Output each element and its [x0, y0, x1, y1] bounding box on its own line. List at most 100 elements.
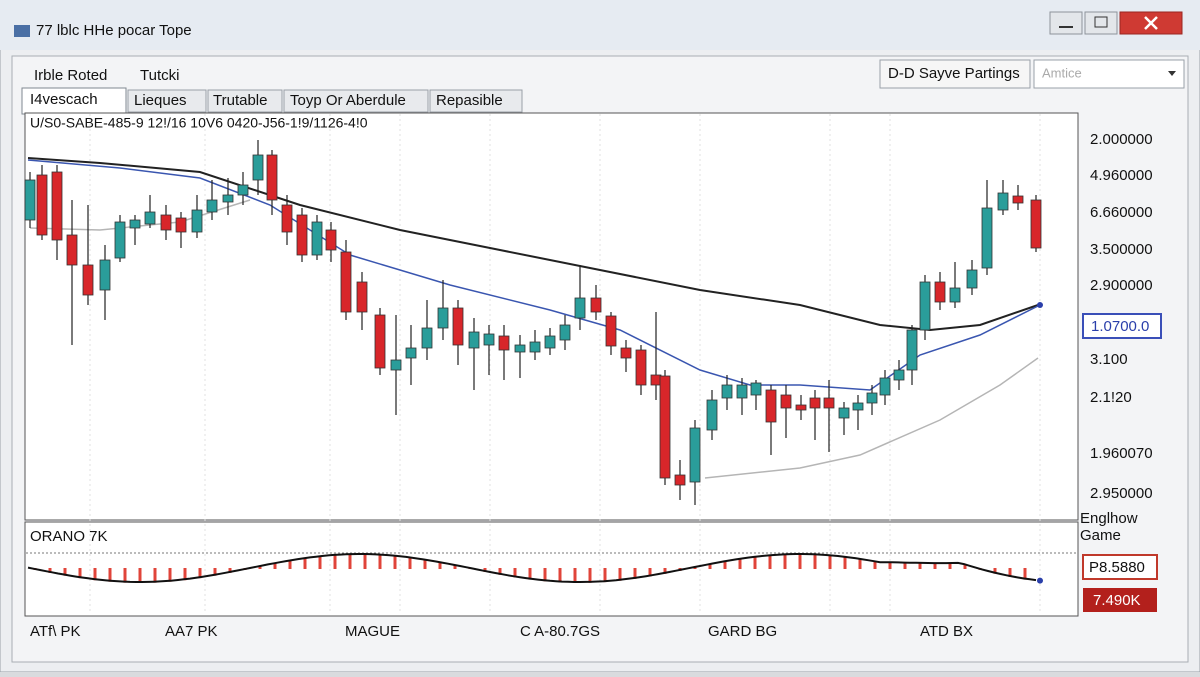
price-label: 2.000000	[1090, 131, 1153, 148]
tab-label: Lieques	[134, 92, 187, 109]
candle-body	[706, 399, 718, 431]
indicator-bar	[228, 568, 232, 573]
combo-text: Amtice	[1042, 65, 1082, 80]
chart-header: U/S0-SABE-485-9 12!/16 10V6 0420-J56-1!9…	[30, 115, 368, 131]
candle-body	[852, 402, 864, 411]
candle-body	[605, 315, 617, 347]
indicator-bar	[123, 568, 127, 583]
minimize-button[interactable]	[1049, 11, 1083, 35]
indicator-bar	[558, 568, 562, 583]
candle-body	[780, 394, 792, 409]
time-label: AA7 PK	[165, 623, 218, 640]
price-label: 4.960000	[1090, 167, 1153, 184]
oscillator-line	[27, 553, 1037, 583]
indicator-bar	[273, 563, 277, 569]
indicator-bar	[888, 562, 892, 569]
time-label: MAGUE	[345, 623, 400, 640]
candle-body	[405, 347, 417, 359]
indicator-bar	[528, 568, 532, 580]
indicator-bar	[663, 568, 667, 574]
price-label: 2.1!20	[1090, 389, 1132, 406]
toolbar-label-box	[879, 59, 1031, 89]
candle-body	[483, 333, 495, 346]
indicator-bar	[393, 555, 397, 569]
candle-body	[421, 327, 433, 349]
candle-body	[823, 397, 835, 409]
indicator-bar	[753, 556, 757, 569]
indicator-bar	[903, 562, 907, 569]
tab[interactable]	[429, 89, 523, 113]
candle-body	[340, 251, 352, 313]
price-highlight: 1.0700.0	[1091, 318, 1149, 335]
candle-body	[191, 209, 203, 233]
indicator-bar	[288, 560, 292, 569]
candle-body	[750, 382, 762, 396]
indicator-bar	[153, 568, 157, 583]
menu-item[interactable]: Irble Roted	[34, 67, 107, 84]
indicator-bar	[48, 568, 52, 573]
candle-body	[721, 384, 733, 399]
tab[interactable]	[283, 89, 429, 113]
price-label: 6.660000	[1090, 204, 1153, 221]
candle-body	[934, 281, 946, 303]
candle-body	[1012, 195, 1024, 204]
indicator-bar	[108, 568, 112, 582]
tab-label: Toyp Or Aberdule	[290, 92, 406, 109]
price-label: 3.100	[1090, 351, 1128, 368]
indicator-bar	[63, 568, 67, 576]
indicator-bar	[378, 554, 382, 569]
indicator-bar	[858, 558, 862, 569]
indicator-bar	[198, 568, 202, 579]
indicator-bar	[573, 568, 577, 583]
indicator-bar	[438, 562, 442, 569]
candle-body	[144, 211, 156, 225]
indicator-bar	[633, 568, 637, 579]
time-label: GARD BG	[708, 623, 777, 640]
candle-body	[36, 174, 48, 236]
indicator-bar	[783, 554, 787, 569]
title-bar	[0, 0, 1200, 50]
tab-strip: I4vescach Lieques Trutable Toyp Or Aberd…	[21, 87, 523, 115]
candle-body	[906, 329, 918, 371]
maximize-icon	[1094, 16, 1108, 28]
maximize-button[interactable]	[1084, 11, 1118, 35]
candle-body	[544, 335, 556, 349]
indicator-bar	[768, 555, 772, 569]
indicator-bar	[648, 568, 652, 577]
candle-body	[437, 307, 449, 329]
candle-body	[129, 219, 141, 229]
tab[interactable]	[207, 89, 283, 113]
tab-label: Trutable	[213, 92, 267, 109]
indicator-bar	[618, 568, 622, 581]
indicator-bar	[543, 568, 547, 582]
candle-body	[949, 287, 961, 303]
time-label: ATD BX	[920, 623, 973, 640]
candle-body	[114, 221, 126, 259]
indicator-bar	[183, 568, 187, 581]
indicator-bar	[963, 564, 967, 569]
candle-body	[252, 154, 264, 181]
price-pane	[24, 112, 1079, 521]
tab[interactable]	[127, 89, 207, 113]
indicator-bar	[588, 568, 592, 583]
price-label: 3.500000	[1090, 241, 1153, 258]
indicator-bar	[828, 555, 832, 569]
candle-body	[468, 331, 480, 349]
price-label: 2.900000	[1090, 277, 1153, 294]
indicator-bar	[303, 558, 307, 569]
tab-active[interactable]	[21, 87, 127, 115]
candle-body	[296, 214, 308, 256]
candle-body	[590, 297, 602, 313]
indicator-side-label: Englhow Game	[1080, 510, 1138, 544]
candle-body	[1030, 199, 1042, 249]
plot-layer	[24, 140, 1043, 584]
moving-average-blue	[27, 159, 1041, 391]
combo-box[interactable]	[1033, 59, 1185, 89]
candle-body	[222, 194, 234, 203]
menu-item[interactable]: Tutcki	[140, 67, 179, 84]
value-box	[1082, 554, 1158, 580]
indicator-bar	[708, 564, 712, 569]
indicator-bar	[138, 568, 142, 583]
tab-label: I4vescach	[30, 91, 98, 108]
candle-body	[689, 427, 701, 483]
